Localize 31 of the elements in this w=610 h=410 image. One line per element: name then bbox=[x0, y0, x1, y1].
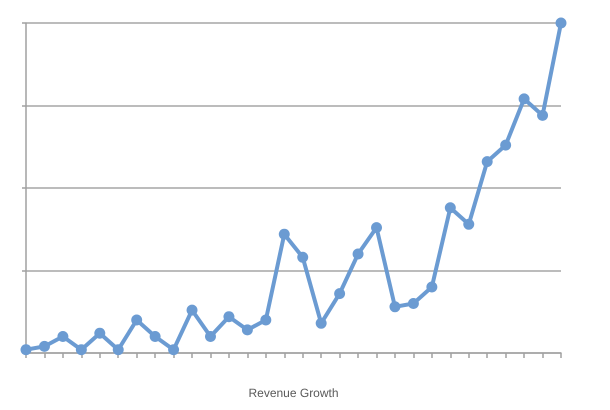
point bbox=[278, 228, 290, 240]
point bbox=[204, 331, 216, 342]
point bbox=[482, 156, 493, 168]
point bbox=[556, 18, 566, 28]
point bbox=[223, 311, 234, 322]
point bbox=[131, 314, 142, 326]
point bbox=[444, 202, 456, 214]
point bbox=[537, 110, 548, 121]
point bbox=[112, 344, 124, 356]
point bbox=[500, 140, 512, 151]
point bbox=[463, 218, 474, 230]
point bbox=[20, 344, 32, 356]
point bbox=[186, 304, 198, 316]
point bbox=[57, 331, 68, 342]
point bbox=[242, 324, 253, 336]
point bbox=[334, 288, 346, 300]
point bbox=[389, 301, 400, 312]
point bbox=[94, 328, 106, 339]
point bbox=[316, 318, 327, 329]
point bbox=[76, 344, 87, 356]
point bbox=[371, 222, 382, 234]
point bbox=[408, 298, 419, 309]
point bbox=[352, 248, 364, 260]
point bbox=[518, 93, 530, 104]
x-axis-title: Revenue Growth bbox=[248, 386, 339, 400]
point bbox=[426, 282, 438, 292]
point bbox=[38, 340, 50, 352]
point bbox=[260, 314, 272, 326]
point bbox=[297, 252, 308, 263]
point bbox=[168, 344, 180, 356]
point bbox=[150, 331, 161, 342]
